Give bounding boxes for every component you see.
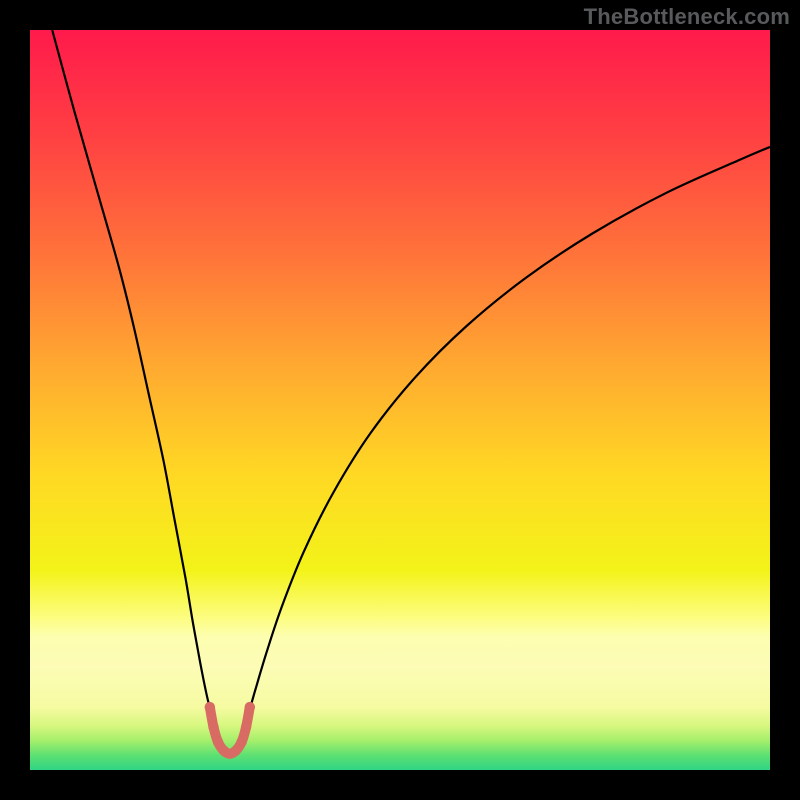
bottleneck-curve-chart	[30, 30, 770, 770]
chart-container: TheBottleneck.com	[0, 0, 800, 800]
trough-dot	[231, 746, 241, 756]
trough-dot	[236, 737, 246, 747]
trough-dot	[241, 722, 251, 732]
plot-area	[30, 30, 770, 770]
trough-dot	[213, 737, 223, 747]
trough-dot	[205, 702, 215, 712]
gradient-background	[30, 30, 770, 770]
watermark-text: TheBottleneck.com	[584, 4, 790, 30]
trough-dot	[245, 702, 255, 712]
trough-dot	[208, 722, 218, 732]
